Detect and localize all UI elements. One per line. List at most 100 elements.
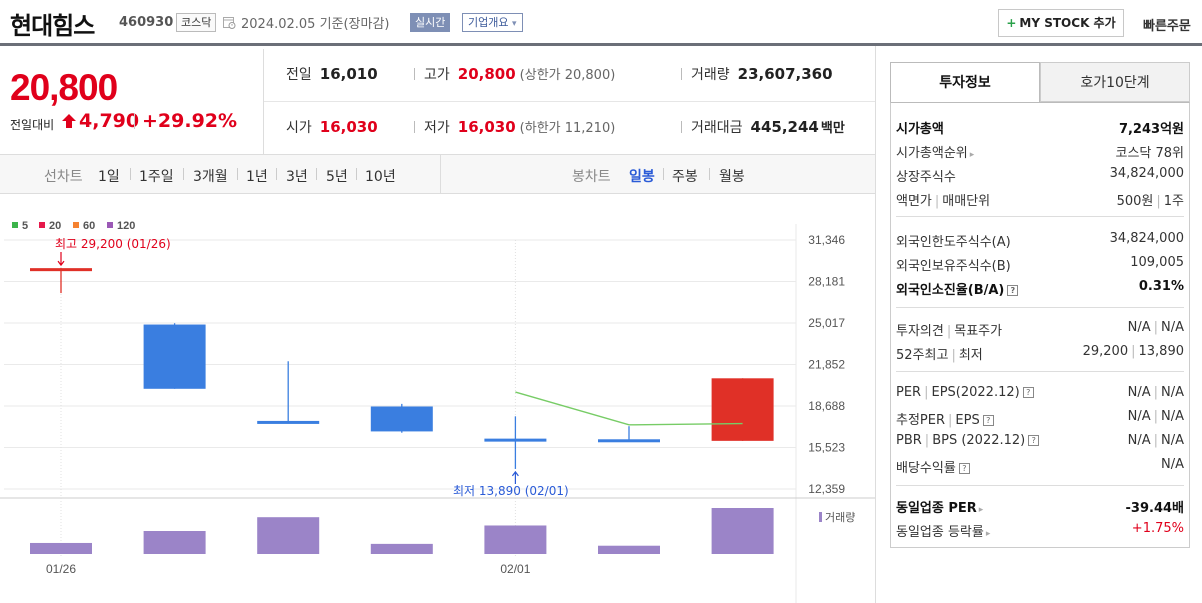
tab-daily[interactable]: 일봉 (629, 169, 655, 185)
info-key-text: PER (896, 385, 922, 400)
candle-body (598, 439, 660, 443)
tab-order-book[interactable]: 호가10단계 (1040, 62, 1190, 102)
divider: | (1153, 320, 1158, 335)
price-summary: 20,800 전일대비 4,790 +29.92% (0, 49, 875, 155)
info-key: 외국인소진율(B/A)? (896, 279, 1019, 298)
volume-bar (598, 545, 660, 554)
tab-3y[interactable]: 3년 (286, 169, 308, 185)
volume-bar (711, 508, 774, 554)
legend-swatch (73, 222, 79, 228)
divider: | (1153, 385, 1158, 400)
tab-1y[interactable]: 1년 (246, 169, 268, 185)
y-tick-label: 18,688 (808, 399, 845, 413)
divider (130, 168, 131, 180)
tab-1d[interactable]: 1일 (98, 169, 120, 185)
divider (276, 168, 277, 180)
info-value-text: N/A (1127, 320, 1151, 335)
divider (896, 216, 1184, 217)
info-key-text: 액면가 (896, 194, 932, 209)
info-value-text: +1.75% (1131, 521, 1184, 536)
help-icon[interactable]: ? (1022, 387, 1034, 398)
tab-3m[interactable]: 3개월 (193, 169, 228, 185)
info-row: 투자의견 | 목표주가 N/A | N/A (896, 317, 1184, 339)
info-value: 0.31% (1139, 279, 1184, 294)
change-amount: 4,790 (79, 110, 140, 132)
info-value-text: 34,824,000 (1109, 166, 1184, 181)
help-icon[interactable]: ? (958, 463, 970, 474)
legend-swatch (107, 222, 113, 228)
info-key-text: 목표주가 (954, 324, 1003, 339)
trade-amount: 거래대금 445,244 백만 (691, 117, 845, 137)
change-label: 전일대비 (10, 118, 55, 132)
info-key: 시가총액 (896, 118, 944, 137)
info-value: -39.44배 (1126, 497, 1184, 516)
info-key-text: 매매단위 (942, 194, 991, 209)
candlestick-chart: 5 20 60 120 최고 29,200 (01/26) 최저 13,890 (02/… (0, 220, 875, 603)
high-label: 고가 (424, 67, 450, 83)
company-overview-button[interactable]: 기업개요 ▾ (462, 13, 523, 32)
info-key-text: 상장주식수 (896, 170, 956, 185)
x-tick-label: 02/01 (500, 562, 530, 576)
info-value-text: N/A (1161, 385, 1184, 400)
divider (134, 113, 135, 129)
tab-monthly[interactable]: 월봉 (719, 169, 745, 185)
divider (896, 307, 1184, 308)
info-value-text: 34,824,000 (1109, 231, 1184, 246)
info-key-text: 외국인보유주식수(B) (896, 259, 1011, 274)
amount-label: 거래대금 (691, 120, 743, 136)
high-arrow-icon (57, 252, 65, 267)
tab-1w[interactable]: 1주일 (139, 169, 174, 185)
upper-limit: (상한가 20,800) (519, 68, 616, 83)
info-value: N/A | N/A (1128, 385, 1184, 400)
info-row: 외국인한도주식수(A) 34,824,000 (896, 228, 1184, 250)
change-rate: +29.92% (142, 110, 238, 132)
info-value-text: 7,243억원 (1118, 122, 1184, 137)
x-tick-label: 01/26 (46, 562, 76, 576)
info-value-text: N/A (1127, 385, 1151, 400)
volume-bar (257, 517, 320, 554)
divider (356, 168, 357, 180)
info-value: 7,243억원 (1119, 118, 1184, 137)
tab-5y[interactable]: 5년 (326, 169, 348, 185)
investment-info-panel (890, 102, 1190, 548)
info-key-text: 동일업종 PER (896, 501, 977, 516)
add-mystock-button[interactable]: + MY STOCK 추가 (998, 9, 1124, 37)
y-tick-label: 31,346 (808, 233, 845, 247)
y-tick-label: 25,017 (808, 316, 845, 330)
amount-value: 445,244 (750, 118, 819, 136)
info-key-text: 추정PER (896, 413, 946, 428)
open-label: 시가 (286, 120, 312, 136)
corp-name: 현대힘스 (10, 12, 95, 40)
info-value: 34,824,000 (1110, 231, 1184, 246)
help-icon[interactable]: ? (982, 415, 994, 426)
tab-10y[interactable]: 10년 (365, 169, 396, 185)
quick-order-link[interactable]: 빠른주문 (1143, 19, 1191, 34)
info-key-text: EPS(2022.12) (931, 385, 1020, 400)
divider (681, 121, 682, 133)
info-key-text: 배당수익률 (896, 461, 956, 476)
divider (681, 68, 682, 80)
realtime-button[interactable]: 실시간 (410, 13, 451, 32)
info-key: 상장주식수 (896, 166, 956, 185)
info-row: 배당수익률? N/A (896, 454, 1184, 476)
high-price: 고가 20,800 (상한가 20,800) (424, 64, 615, 84)
divider (264, 101, 875, 102)
legend-label: 60 (83, 220, 95, 232)
divider (709, 168, 710, 180)
divider (316, 168, 317, 180)
low-arrow-icon (511, 470, 519, 484)
info-key: 동일업종 등락률 ▸ (896, 521, 990, 540)
candle-chart-label: 봉차트 (572, 169, 611, 185)
help-icon[interactable]: ? (1028, 435, 1040, 446)
info-value: 코스닥 78위 (1115, 142, 1184, 161)
info-key-text: PBR (896, 433, 922, 448)
divider: | (1153, 433, 1158, 448)
info-key-text: 외국인소진율(B/A) (896, 283, 1005, 298)
divider (414, 121, 415, 133)
caret-right-icon: ▸ (985, 529, 991, 539)
legend-swatch (12, 222, 18, 228)
help-icon[interactable]: ? (1007, 285, 1019, 296)
tab-investment-info[interactable]: 투자정보 (890, 62, 1040, 102)
stock-header: 현대힘스 460930 코스닥 2024.02.05 기준(장마감) 실시간 기… (0, 0, 1202, 46)
tab-weekly[interactable]: 주봉 (672, 169, 698, 185)
